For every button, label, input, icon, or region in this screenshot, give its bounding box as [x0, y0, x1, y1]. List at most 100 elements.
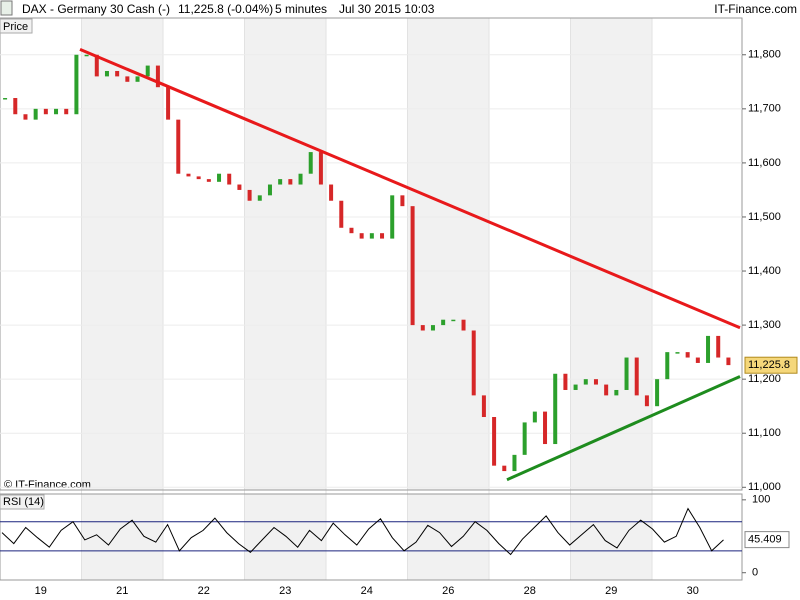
- quote: 11,225.8 (-0.04%): [178, 2, 273, 16]
- candle: [74, 54, 79, 115]
- brand: IT-Finance.com: [714, 2, 797, 16]
- candle: [563, 373, 568, 390]
- y-tick-label: 11,200: [748, 373, 781, 385]
- candle: [267, 184, 272, 196]
- candle: [125, 76, 130, 82]
- candle: [655, 379, 660, 407]
- app-icon: [0, 0, 13, 16]
- candle: [644, 395, 649, 407]
- candle: [410, 206, 415, 326]
- candle: [522, 422, 527, 455]
- candle: [543, 411, 548, 445]
- y-tick-label: 11,700: [748, 103, 781, 115]
- candle: [3, 98, 8, 100]
- y-tick-label: 11,600: [748, 157, 781, 169]
- candle: [420, 325, 425, 331]
- interval: 5 minutes: [275, 2, 327, 16]
- candle: [206, 179, 211, 182]
- session-shade: [244, 18, 326, 490]
- y-tick-label: 11,500: [748, 211, 781, 223]
- candle: [257, 195, 262, 201]
- candle: [573, 384, 578, 390]
- rsi-tick-label: 100: [752, 494, 770, 506]
- candle: [186, 173, 191, 177]
- x-tick-label: 21: [116, 585, 128, 597]
- candle: [706, 335, 711, 363]
- x-tick-label: 24: [361, 585, 373, 597]
- rsi-last-label: 45.409: [748, 534, 782, 546]
- session-shade: [81, 494, 163, 580]
- candle: [288, 179, 293, 185]
- copyright: © IT-Finance.com: [4, 479, 91, 491]
- rsi-last-box: [744, 531, 790, 549]
- candle: [604, 384, 609, 396]
- timestamp: Jul 30 2015 10:03: [339, 2, 435, 16]
- candle: [400, 195, 405, 207]
- candle: [13, 98, 18, 115]
- candle: [247, 189, 252, 201]
- last-price-box: [744, 356, 798, 374]
- candle: [339, 200, 344, 228]
- candle: [726, 357, 731, 366]
- candle: [451, 319, 456, 322]
- candle: [64, 108, 69, 115]
- x-tick-label: 26: [442, 585, 454, 597]
- candle: [553, 373, 558, 445]
- trendline: [506, 375, 741, 482]
- candle: [471, 330, 476, 396]
- y-tick-label: 11,100: [748, 427, 781, 439]
- rsi-tick-label: 0: [752, 567, 758, 579]
- x-tick-label: 30: [687, 585, 699, 597]
- candle: [349, 227, 354, 234]
- candle: [176, 119, 181, 174]
- candle: [634, 357, 639, 396]
- x-tick-label: 23: [279, 585, 291, 597]
- candle: [237, 184, 242, 190]
- candle: [430, 325, 435, 331]
- candle: [298, 173, 303, 185]
- y-tick-label: 11,800: [748, 49, 781, 61]
- candle: [461, 319, 466, 331]
- candle: [115, 70, 120, 77]
- instrument-title: DAX - Germany 30 Cash (-): [22, 2, 170, 16]
- candle: [614, 389, 619, 396]
- candle: [492, 417, 497, 466]
- candle: [329, 184, 334, 201]
- session-bands: [0, 18, 653, 580]
- candle: [481, 395, 486, 418]
- candle: [54, 108, 59, 115]
- candle: [23, 114, 28, 120]
- candle: [624, 357, 629, 390]
- candle: [33, 108, 38, 120]
- candle: [441, 319, 446, 326]
- rsi-line: [1, 507, 724, 556]
- candle: [318, 152, 323, 185]
- candle: [84, 54, 89, 57]
- candle: [217, 173, 222, 182]
- session-shade: [407, 18, 489, 490]
- session-shade: [81, 18, 163, 490]
- candle: [196, 176, 201, 180]
- session-shade: [244, 494, 326, 580]
- candle: [155, 65, 160, 88]
- rsi-panel: [0, 493, 743, 581]
- candle: [308, 152, 313, 174]
- session-shade: [570, 18, 652, 490]
- candle: [512, 454, 517, 472]
- candle: [380, 233, 385, 239]
- candle: [675, 352, 680, 354]
- candle: [502, 465, 507, 472]
- candle: [685, 352, 690, 358]
- panel-label: Price: [3, 21, 28, 33]
- x-tick-label: 19: [35, 585, 47, 597]
- session-shade: [407, 494, 489, 580]
- candle: [43, 108, 48, 115]
- candle: [695, 357, 700, 363]
- candle: [583, 379, 588, 385]
- candle: [278, 179, 283, 185]
- candle: [104, 70, 109, 77]
- x-tick-label: 29: [605, 585, 617, 597]
- candle: [716, 335, 721, 358]
